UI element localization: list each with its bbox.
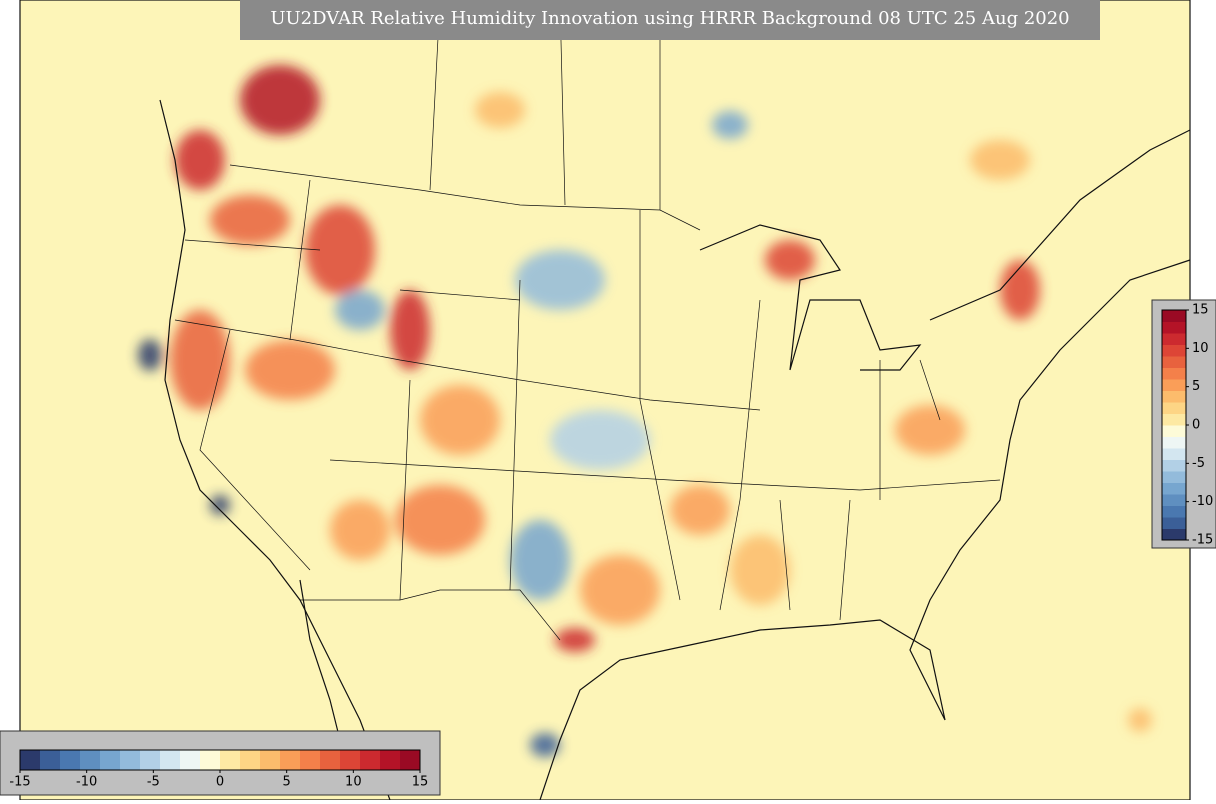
colorbar-segment	[220, 750, 241, 770]
colorbar-segment	[200, 750, 221, 770]
field-blob	[1128, 708, 1152, 732]
colorbar-segment	[20, 750, 41, 770]
country-border	[300, 589, 561, 641]
colorbar-segment	[360, 750, 381, 770]
state-border	[174, 179, 1001, 611]
colorbar-segment	[320, 750, 341, 770]
colorbar-tick-label: 10	[345, 775, 362, 790]
colorbar-tick-label: -15	[9, 775, 30, 790]
field-blob	[510, 520, 570, 600]
colorbar-segment	[1162, 356, 1186, 368]
state-border	[779, 359, 941, 621]
field-blob	[210, 495, 230, 515]
colorbar-segment	[340, 750, 361, 770]
field-blob	[580, 555, 660, 625]
field-blob	[305, 205, 375, 295]
colorbar-segment	[1162, 436, 1186, 449]
field-blob	[530, 733, 560, 757]
colorbar-segment	[1162, 402, 1186, 414]
colorbar-tick-label: 15	[1192, 303, 1209, 318]
colorbar-segment	[80, 750, 101, 770]
field-blob	[670, 485, 730, 535]
title: UU2DVAR Relative Humidity Innovation usi…	[270, 8, 1069, 29]
colorbar-tick-label: -5	[147, 775, 160, 790]
colorbar-segment	[120, 750, 141, 770]
field-blob	[175, 130, 225, 190]
colorbar-segment	[40, 750, 61, 770]
colorbar-segment	[1162, 321, 1186, 334]
colorbar-segment	[380, 750, 401, 770]
colorbar-segment	[1162, 471, 1186, 483]
colorbar-segment	[1162, 459, 1186, 472]
colorbar-tick-label: 10	[1192, 341, 1209, 356]
field-blob	[390, 290, 430, 370]
field-blob	[210, 195, 290, 245]
title-box	[240, 0, 1100, 40]
colorbar-tick-label: 0	[1192, 418, 1200, 433]
field-blob	[555, 628, 595, 652]
field-blob	[895, 405, 965, 455]
innovation-field	[138, 65, 1152, 757]
field-blob	[765, 240, 815, 280]
colorbar-segment	[1162, 379, 1186, 391]
field-blob	[240, 65, 320, 135]
field-blob	[712, 111, 748, 139]
colorbar-segment	[1162, 344, 1186, 357]
colorbar-segment	[1162, 448, 1186, 460]
colorbar-segment	[100, 750, 121, 770]
field-blob	[330, 500, 390, 560]
field-blob	[420, 385, 500, 455]
coastline	[539, 259, 1191, 801]
colorbar-segment	[1162, 310, 1186, 322]
colorbar-tick-label: 0	[216, 775, 224, 790]
colorbar-tick-label: 5	[283, 775, 291, 790]
field-blob	[550, 410, 650, 470]
country-border	[229, 164, 701, 231]
colorbar-segment	[1162, 333, 1186, 345]
colorbar-segment	[1162, 494, 1186, 506]
colorbar-segment	[180, 750, 201, 770]
colorbar-tick-label: 15	[412, 775, 429, 790]
colorbar-segment	[160, 750, 181, 770]
colorbar-segment	[1162, 367, 1186, 380]
colorbar-segment	[1162, 505, 1186, 518]
colorbar-segment	[1162, 482, 1186, 495]
great-lakes	[699, 224, 922, 371]
field-blob	[475, 92, 525, 128]
coastlines	[159, 99, 1191, 801]
colorbar-tick-label: -10	[1192, 494, 1213, 509]
colorbar-segment	[280, 750, 301, 770]
coastline	[299, 579, 346, 761]
colorbar-segment	[60, 750, 81, 770]
colorbar-segment	[140, 750, 161, 770]
colorbar-tick-label: -5	[1192, 456, 1205, 471]
field-blob	[730, 535, 790, 605]
field-blob	[1000, 260, 1040, 320]
colorbar-tick-label: 5	[1192, 379, 1200, 394]
colorbar-tick-label: -15	[1192, 533, 1213, 548]
st-lawrence	[929, 129, 1191, 321]
coastline	[159, 99, 391, 801]
field-blob	[515, 250, 605, 310]
field-blob	[138, 339, 162, 371]
field-blob	[335, 290, 385, 330]
colorbar-segment	[260, 750, 281, 770]
colorbar-tick-label: -10	[76, 775, 97, 790]
field-blob	[245, 340, 335, 400]
field-blob	[170, 310, 230, 410]
colorbar-segment	[300, 750, 321, 770]
colorbar-segment	[1162, 425, 1186, 437]
colorbar-segment	[1162, 390, 1186, 403]
colorbar-segment	[1162, 528, 1186, 541]
colorbar-segment	[1162, 517, 1186, 529]
borders	[174, 0, 1001, 641]
colorbar-segment	[240, 750, 261, 770]
colorbar-segment	[400, 750, 421, 770]
field-blob	[395, 485, 485, 555]
colorbar-segment	[1162, 413, 1186, 426]
field-blob	[970, 140, 1030, 180]
